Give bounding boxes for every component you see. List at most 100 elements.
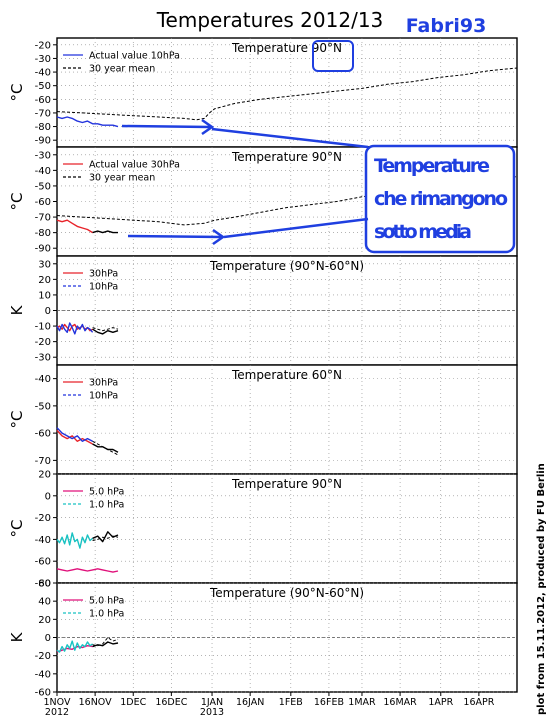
series-line-2	[56, 322, 94, 335]
annotation-box	[364, 144, 516, 254]
y-axis-label: °C	[8, 84, 26, 102]
y-tick-label: -60	[35, 95, 51, 106]
x-tick-label: 1FEB	[279, 697, 303, 708]
y-tick-label: 20	[38, 470, 51, 481]
y-axis-label: K	[8, 631, 26, 642]
y-tick-label: -80	[35, 579, 51, 590]
arrow-upper-link	[211, 127, 369, 149]
figure-title: Temperatures 2012/13	[156, 8, 384, 32]
x-tick-label: 16JAN	[236, 697, 264, 708]
chart-panel-6: -60 -40 -20 0 20 40 60 K Temperature (90°N-60°N)…	[8, 579, 518, 699]
y-tick-label: -50	[35, 181, 51, 192]
y-tick-label: -30	[35, 353, 51, 364]
x-tick-label: 16MAR	[383, 697, 417, 708]
x-tick-label: 16APR	[463, 697, 494, 708]
series-line-2	[56, 427, 93, 442]
series-line-2	[56, 532, 94, 549]
y-tick-label: -40	[35, 68, 51, 79]
series-line-4	[92, 637, 119, 647]
x-tick-label: 1JAN	[201, 697, 223, 708]
series-line-1	[56, 116, 119, 128]
plot-frame	[56, 473, 518, 584]
plot-frame	[56, 37, 518, 148]
y-tick-label: -60	[35, 197, 51, 208]
y-tick-label: -20	[35, 337, 51, 348]
y-tick-label: -60	[35, 429, 51, 440]
annotation-line-1: Temperature	[374, 155, 490, 177]
y-tick-label: -20	[35, 40, 51, 51]
credit-text: plot from 15.11.2012, produced by FU Ber…	[536, 463, 547, 715]
legend-label: Actual value 10hPa	[89, 51, 180, 62]
legend-label: 30hPa	[89, 269, 118, 280]
x-year-label: 2013	[200, 707, 224, 718]
series-line-3	[92, 531, 119, 543]
legend-label: 10hPa	[89, 282, 118, 293]
y-tick-label: -40	[35, 535, 51, 546]
y-tick-label: 20	[38, 275, 51, 286]
y-tick-label: -60	[35, 688, 51, 699]
y-tick-label: -50	[35, 81, 51, 92]
y-tick-label: 60	[38, 579, 51, 590]
y-axis-label: °C	[8, 411, 26, 429]
legend-label: 30 year mean	[89, 64, 155, 75]
annotation-overlay: Temperature che rimangono sotto media	[121, 40, 516, 254]
panel-title: Temperature (90°N-60°N)	[209, 259, 364, 273]
arrow-upper-head	[201, 118, 215, 136]
x-tick-label: 1APR	[428, 697, 453, 708]
panel-title: Temperature 90°N	[231, 477, 342, 491]
y-tick-label: 10	[38, 290, 51, 301]
series-line-1	[56, 568, 119, 573]
legend-label: 5.0 hPa	[89, 487, 124, 498]
series-line-4	[92, 327, 119, 332]
panels: -90 -80 -70 -60 -50 -40 -30 -20 °C Temperature 90…	[8, 37, 518, 699]
series-line-2	[56, 67, 518, 121]
legend-label: 1.0 hPa	[89, 500, 124, 511]
y-tick-label: 0	[45, 306, 51, 317]
x-axis: 1NOV 16NOV 1DEC 16DEC 1JAN 16JAN 1FEB 16FEB 1MAR…	[44, 692, 495, 718]
chart-panel-3: -30 -20 -10 0 10 20 30 K Temperature (90°N-60°N)…	[8, 255, 518, 366]
y-tick-label: -30	[35, 54, 51, 65]
y-tick-label: 40	[38, 597, 51, 608]
panel-title: Temperature 60°N	[231, 368, 342, 382]
y-tick-label: -70	[35, 456, 51, 467]
legend-label: 1.0 hPa	[89, 609, 124, 620]
x-tick-label: 16NOV	[79, 697, 113, 708]
chart-panel-5: -80 -60 -40 -20 0 20 °C Temperature 90°N 5.0 hPa…	[8, 470, 518, 590]
arrow-lower-link	[223, 217, 369, 239]
chart-panel-1: -90 -80 -70 -60 -50 -40 -30 -20 °C Temperature 90…	[8, 37, 518, 148]
y-tick-label: -20	[35, 513, 51, 524]
y-tick-label: -70	[35, 213, 51, 224]
y-axis-label: K	[8, 304, 26, 315]
legend-label: 5.0 hPa	[89, 596, 124, 607]
x-tick-label: 16DEC	[155, 697, 187, 708]
x-tick-label: 1MAR	[348, 697, 376, 708]
y-tick-label: -20	[35, 651, 51, 662]
y-axis-label: °C	[8, 520, 26, 538]
y-tick-label: -60	[35, 557, 51, 568]
legend-label: 30 year mean	[89, 173, 155, 184]
y-tick-label: -50	[35, 401, 51, 412]
y-tick-label: -30	[35, 150, 51, 161]
x-year-label: 2012	[45, 707, 69, 718]
y-tick-label: -40	[35, 374, 51, 385]
series-line-1	[56, 429, 93, 445]
annotation-line-3: sotto media	[374, 221, 472, 243]
arrow-lower-head	[212, 228, 226, 246]
series-line-2	[56, 640, 93, 653]
y-tick-label: 0	[45, 633, 51, 644]
panel-title: Temperature 90°N	[231, 150, 342, 164]
legend-label: 10hPa	[89, 391, 118, 402]
y-tick-label: -40	[35, 166, 51, 177]
y-axis-label: °C	[8, 193, 26, 211]
y-tick-label: 20	[38, 615, 51, 626]
series-line-2	[92, 230, 118, 234]
y-tick-label: 0	[45, 491, 51, 502]
series-line-4	[92, 535, 119, 541]
plot-frame	[56, 364, 518, 475]
y-tick-label: 30	[38, 259, 51, 270]
legend-label: 30hPa	[89, 378, 118, 389]
highlight-box	[312, 40, 354, 72]
x-tick-label: 1NOV	[44, 697, 71, 708]
y-tick-label: -40	[35, 669, 51, 680]
y-tick-label: -80	[35, 228, 51, 239]
